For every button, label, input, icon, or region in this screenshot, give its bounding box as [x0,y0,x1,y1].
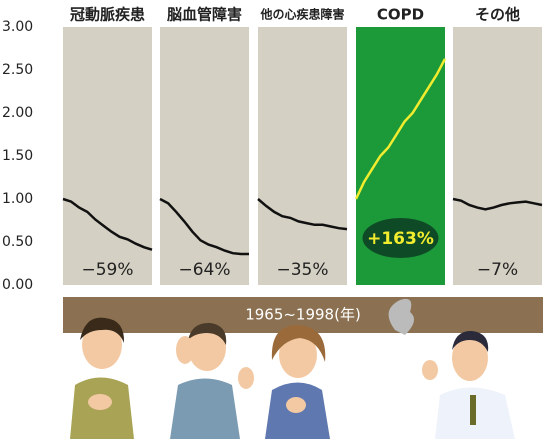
y-tick-label: 2.50 [2,62,33,78]
panel-title: その他 [475,6,520,24]
y-tick-label: 0.00 [2,277,33,293]
person [170,323,254,439]
panel [453,27,542,285]
y-tick-label: 3.00 [2,19,33,35]
panel-title: 冠動脈疾患 [70,6,145,24]
person [70,318,134,439]
page: 1965~1998(年) 0.00 0.50 1.00 1.50 2.00 2.50 3.0… [0,0,543,439]
chart: 1965~1998(年) 0.00 0.50 1.00 1.50 2.00 2.50 3.0… [0,0,543,439]
y-tick-label: 1.00 [2,191,33,207]
x-label: 1965~1998(年) [245,306,361,324]
panel [258,27,347,285]
annotation: −7% [477,260,518,280]
annotation: −64% [178,260,230,280]
y-tick-label: 1.50 [2,148,33,164]
panel [63,27,152,285]
annotation: +163% [367,229,434,249]
panel [160,27,249,285]
panel-title: COPD [377,6,424,24]
panel-title: 他の心疾患障害 [259,7,344,22]
person [265,325,330,439]
y-tick-label: 2.00 [2,105,33,121]
annotation: −35% [276,260,328,280]
panel-title: 脳血管障害 [167,6,242,24]
annotation: −59% [81,260,133,280]
y-tick-label: 0.50 [2,234,33,250]
